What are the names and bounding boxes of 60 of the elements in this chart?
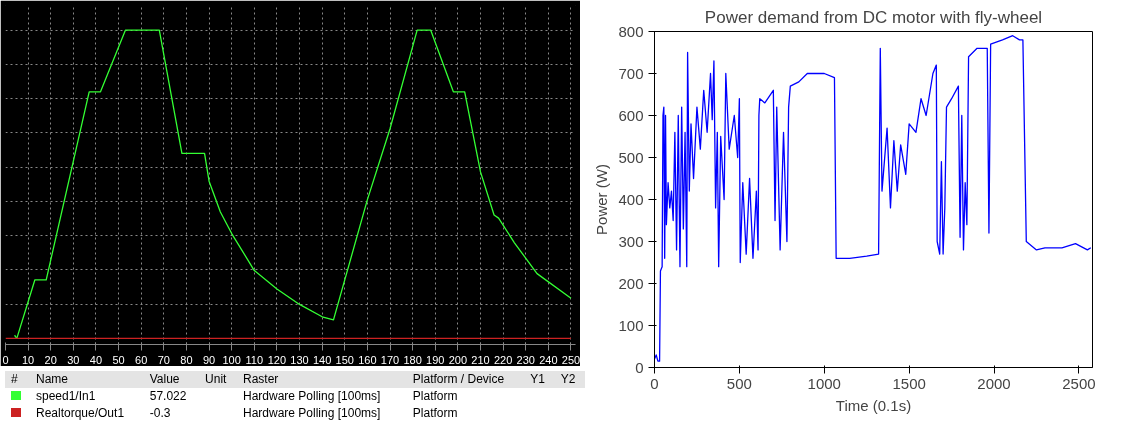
x-tick-label: 40 bbox=[89, 353, 103, 366]
x-tick-label: 90 bbox=[202, 353, 216, 366]
text: Name bbox=[35, 371, 69, 388]
text: # bbox=[10, 371, 19, 388]
x-tick-label: 0 bbox=[2, 353, 9, 366]
x-tick-label: 1000 bbox=[807, 374, 841, 392]
y-tick-label: 800 bbox=[618, 22, 644, 40]
x-tick-label: 1500 bbox=[892, 374, 926, 392]
x-tick-label: 10 bbox=[22, 353, 35, 366]
y-tick-label: 400 bbox=[618, 190, 644, 208]
x-tick-label: 190 bbox=[426, 353, 445, 366]
text: Platform bbox=[411, 388, 459, 406]
y-tick-label: 500 bbox=[618, 148, 644, 166]
x-tick-label: 30 bbox=[67, 353, 80, 366]
x-tick-label: 170 bbox=[380, 353, 400, 366]
y-tick-label: 700 bbox=[618, 64, 644, 82]
x-tick-label: 500 bbox=[726, 374, 752, 392]
y-tick-label: 600 bbox=[618, 106, 644, 124]
x-tick-label: 2500 bbox=[1062, 374, 1096, 392]
text: Unit bbox=[204, 371, 228, 388]
x-tick-label: 50 bbox=[112, 353, 125, 366]
text: Platform / Device bbox=[411, 371, 506, 388]
y-axis-title: Power (W) bbox=[593, 164, 611, 235]
legend-label: Realtorque/Out1 bbox=[35, 405, 126, 423]
x-tick-label: 0 bbox=[650, 374, 659, 392]
x-tick-label: 250 bbox=[561, 353, 581, 366]
y-tick-label: 200 bbox=[618, 274, 644, 292]
x-tick-label: 140 bbox=[312, 353, 332, 366]
x-tick-label: 200 bbox=[448, 353, 468, 366]
text: Value bbox=[148, 371, 181, 388]
x-tick-label: 180 bbox=[403, 353, 422, 366]
x-tick-label: 2000 bbox=[977, 374, 1011, 392]
x-tick-label: 230 bbox=[516, 353, 535, 366]
text: -0.3 bbox=[148, 405, 172, 423]
x-tick-label: 110 bbox=[245, 353, 264, 366]
line-series bbox=[654, 35, 1092, 362]
text: Platform bbox=[411, 405, 459, 423]
y-tick-label: 100 bbox=[618, 316, 644, 334]
x-tick-label: 120 bbox=[267, 353, 287, 366]
text: Hardware Polling [100ms] bbox=[242, 405, 382, 423]
x-axis-title: Time (0.1s) bbox=[835, 396, 912, 414]
x-tick-label: 150 bbox=[335, 353, 354, 366]
x-tick-label: 210 bbox=[471, 353, 490, 366]
x-tick-label: 20 bbox=[44, 353, 57, 366]
x-tick-label: 160 bbox=[358, 353, 377, 366]
legend-label: speed1/In1 bbox=[35, 388, 97, 406]
text: Hardware Polling [100ms] bbox=[242, 388, 382, 406]
x-tick-label: 130 bbox=[290, 353, 309, 366]
y-tick-label: 300 bbox=[618, 232, 644, 250]
x-tick-label: 220 bbox=[493, 353, 513, 366]
text: Y2 bbox=[559, 371, 577, 388]
x-tick-label: 100 bbox=[222, 353, 241, 366]
text: Raster bbox=[242, 371, 280, 388]
x-tick-label: 240 bbox=[539, 353, 558, 366]
x-tick-label: 70 bbox=[157, 353, 170, 366]
chart-title: Power demand from DC motor with fly-wheel bbox=[704, 7, 1043, 27]
text: 57.022 bbox=[148, 388, 188, 406]
x-tick-label: 80 bbox=[180, 353, 193, 366]
text: Y1 bbox=[529, 371, 546, 388]
x-tick-label: 60 bbox=[135, 353, 148, 366]
